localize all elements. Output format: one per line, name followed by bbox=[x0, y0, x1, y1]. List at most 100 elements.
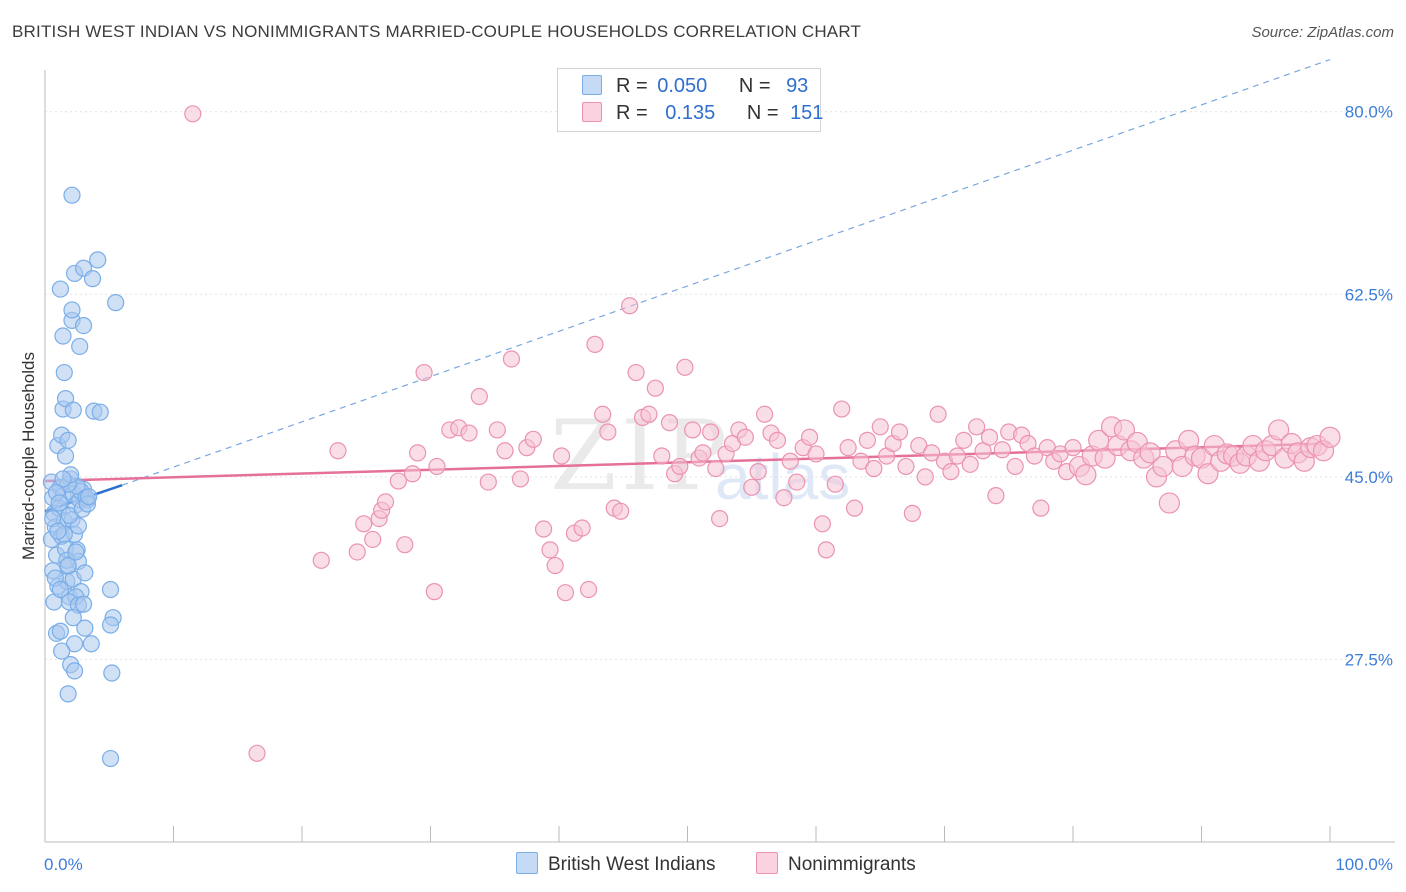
source-label: Source: ZipAtlas.com bbox=[1251, 24, 1394, 41]
point-nonimmigrants bbox=[594, 405, 612, 423]
point-british-west-indians bbox=[71, 337, 89, 356]
point-nonimmigrants bbox=[312, 551, 330, 569]
legend-swatch-pink bbox=[582, 102, 602, 122]
point-nonimmigrants bbox=[541, 541, 559, 559]
point-nonimmigrants bbox=[702, 423, 720, 441]
r-value-pink: 0.135 bbox=[665, 102, 716, 124]
point-nonimmigrants bbox=[684, 421, 702, 439]
point-nonimmigrants bbox=[660, 414, 679, 432]
legend-swatch-blue bbox=[582, 75, 602, 95]
legend-swatch-blue bbox=[516, 852, 538, 874]
point-british-west-indians bbox=[65, 635, 84, 653]
point-nonimmigrants bbox=[676, 358, 694, 376]
point-british-west-indians bbox=[51, 622, 70, 640]
series-legend: British West Indians Nonimmigrants bbox=[0, 852, 1406, 878]
point-nonimmigrants bbox=[1032, 499, 1050, 517]
point-british-west-indians bbox=[101, 580, 120, 599]
point-nonimmigrants bbox=[711, 509, 729, 528]
point-british-west-indians bbox=[63, 301, 81, 319]
point-nonimmigrants bbox=[1075, 464, 1097, 486]
x-tick-label: 0.0% bbox=[44, 855, 83, 874]
point-nonimmigrants bbox=[556, 584, 575, 602]
point-nonimmigrants bbox=[1006, 457, 1024, 476]
axes bbox=[44, 70, 1395, 843]
point-nonimmigrants bbox=[852, 452, 870, 470]
point-nonimmigrants bbox=[627, 363, 645, 382]
point-nonimmigrants bbox=[579, 580, 598, 599]
legend-item-british-west-indians[interactable]: British West Indians bbox=[516, 852, 716, 876]
point-british-west-indians bbox=[107, 294, 125, 312]
point-nonimmigrants bbox=[364, 530, 382, 549]
n-value-pink: 151 bbox=[790, 102, 824, 124]
point-nonimmigrants bbox=[546, 556, 564, 575]
point-british-west-indians bbox=[59, 431, 77, 449]
point-nonimmigrants bbox=[184, 105, 202, 123]
point-british-west-indians bbox=[101, 616, 120, 634]
point-nonimmigrants bbox=[987, 487, 1005, 505]
data-points bbox=[42, 105, 1341, 768]
point-nonimmigrants bbox=[586, 335, 604, 353]
point-nonimmigrants bbox=[948, 447, 966, 465]
point-nonimmigrants bbox=[800, 428, 819, 446]
point-nonimmigrants bbox=[743, 478, 761, 496]
point-nonimmigrants bbox=[1197, 463, 1219, 485]
point-british-west-indians bbox=[89, 251, 107, 269]
point-british-west-indians bbox=[49, 522, 67, 540]
point-nonimmigrants bbox=[470, 387, 488, 406]
y-tick-label: 62.5% bbox=[1345, 285, 1393, 304]
point-nonimmigrants bbox=[425, 583, 443, 601]
point-british-west-indians bbox=[56, 447, 75, 465]
point-nonimmigrants bbox=[488, 421, 506, 439]
point-nonimmigrants bbox=[415, 363, 433, 382]
point-nonimmigrants bbox=[817, 541, 835, 559]
point-nonimmigrants bbox=[1319, 426, 1341, 448]
y-tick-label: 45.0% bbox=[1345, 468, 1393, 487]
legend-label: Nonimmigrants bbox=[788, 854, 916, 875]
point-nonimmigrants bbox=[890, 423, 909, 441]
point-british-west-indians bbox=[54, 470, 72, 488]
point-british-west-indians bbox=[74, 595, 93, 613]
point-nonimmigrants bbox=[671, 457, 689, 476]
point-british-west-indians bbox=[103, 664, 121, 682]
point-nonimmigrants bbox=[396, 536, 414, 554]
point-nonimmigrants bbox=[903, 504, 921, 522]
legend-row-pink: R = 0.135 N = 151 bbox=[582, 102, 823, 126]
point-british-west-indians bbox=[51, 280, 70, 298]
point-nonimmigrants bbox=[1025, 447, 1044, 465]
point-nonimmigrants bbox=[749, 463, 767, 481]
point-nonimmigrants bbox=[788, 473, 806, 491]
point-british-west-indians bbox=[64, 609, 82, 627]
point-nonimmigrants bbox=[736, 428, 754, 446]
point-nonimmigrants bbox=[460, 424, 478, 442]
point-nonimmigrants bbox=[961, 455, 979, 473]
r-label: R = bbox=[616, 75, 648, 97]
legend-label: British West Indians bbox=[548, 854, 716, 875]
point-nonimmigrants bbox=[910, 436, 928, 455]
point-nonimmigrants bbox=[839, 439, 857, 457]
point-nonimmigrants bbox=[479, 473, 497, 491]
point-nonimmigrants bbox=[993, 441, 1011, 459]
point-nonimmigrants bbox=[1139, 442, 1161, 464]
point-british-west-indians bbox=[80, 488, 98, 506]
point-nonimmigrants bbox=[573, 519, 591, 537]
point-british-west-indians bbox=[54, 327, 72, 345]
point-nonimmigrants bbox=[916, 468, 934, 486]
stats-legend: R = 0.050 N = 93 R = 0.135 N = 151 bbox=[557, 68, 823, 132]
point-nonimmigrants bbox=[845, 499, 864, 517]
legend-item-nonimmigrants[interactable]: Nonimmigrants bbox=[756, 852, 916, 876]
point-british-west-indians bbox=[76, 564, 94, 582]
point-nonimmigrants bbox=[865, 459, 883, 478]
point-nonimmigrants bbox=[942, 463, 960, 481]
point-nonimmigrants bbox=[923, 444, 941, 462]
point-nonimmigrants bbox=[929, 405, 947, 423]
point-nonimmigrants bbox=[897, 457, 915, 476]
point-nonimmigrants bbox=[694, 444, 712, 462]
point-nonimmigrants bbox=[640, 405, 658, 423]
point-nonimmigrants bbox=[1267, 419, 1290, 441]
y-tick-label: 27.5% bbox=[1345, 650, 1393, 669]
point-nonimmigrants bbox=[409, 444, 427, 462]
chart-title: BRITISH WEST INDIAN VS NONIMMIGRANTS MAR… bbox=[12, 22, 862, 41]
point-nonimmigrants bbox=[329, 442, 347, 460]
point-british-west-indians bbox=[64, 401, 82, 419]
